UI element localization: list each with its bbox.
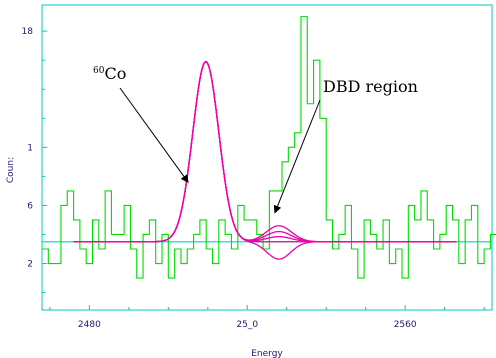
plot-area-frame <box>41 4 493 311</box>
y-tick-label: 18 <box>22 27 34 37</box>
x-axis-ticks: 2480 25_0 2560 <box>49 305 485 330</box>
y-tick-label: 2 <box>27 260 33 270</box>
annotation-dbd: DBD region <box>273 77 418 214</box>
y-tick-label: 1 <box>27 143 33 153</box>
x-tick-label: 2480 <box>78 320 101 330</box>
y-axis-title: Coun: <box>6 157 16 183</box>
data-histogram <box>42 16 496 279</box>
fit-curves <box>73 60 457 260</box>
y-tick-label: 6 <box>27 201 33 211</box>
annotation-dbd-label: DBD region <box>323 77 418 96</box>
annotation-co60-text: Co <box>104 64 126 83</box>
x-tick-label: 2560 <box>394 320 417 330</box>
x-axis-title: Energy <box>251 349 283 358</box>
x-tick-label: 25_0 <box>236 320 258 330</box>
fit-curve-dbd-variant <box>73 60 457 260</box>
y-axis-ticks: 2 6 1 18 <box>22 27 47 294</box>
annotation-co60-arrow <box>119 87 189 184</box>
annotation-co60-label: 60Co <box>93 64 126 83</box>
annotation-dbd-arrow <box>273 99 321 214</box>
annotation-co60-superscript: 60 <box>93 66 105 76</box>
annotation-co60: 60Co <box>93 64 189 184</box>
